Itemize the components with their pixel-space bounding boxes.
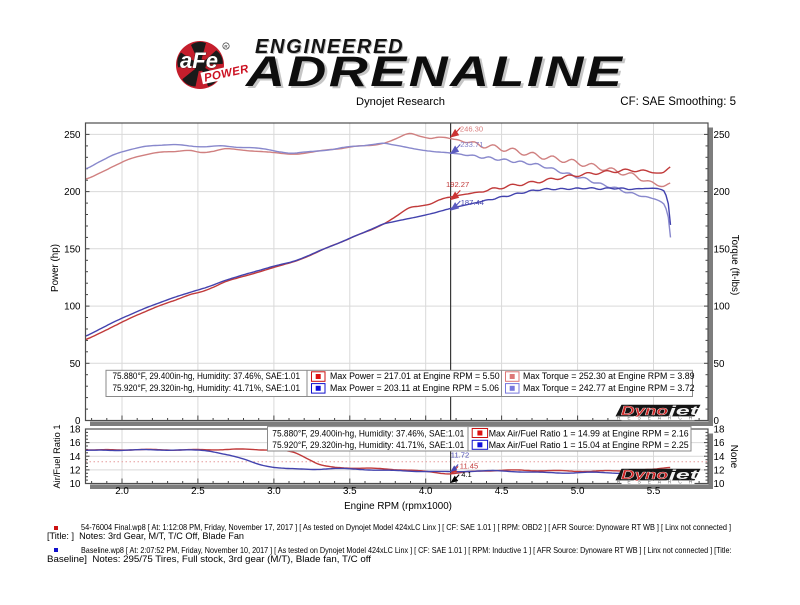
svg-text:aFe: aFe	[180, 48, 218, 73]
svg-text:12: 12	[714, 465, 725, 476]
svg-text:75.920°F, 29.320in-hg, Humidit: 75.920°F, 29.320in-hg, Humidity: 41.71%,…	[113, 383, 301, 393]
svg-text:4.0: 4.0	[419, 486, 433, 497]
svg-text:4.5: 4.5	[495, 486, 509, 497]
svg-text:R: R	[224, 44, 228, 49]
svg-text:18: 18	[714, 425, 725, 436]
svg-text:RESEARCH: RESEARCH	[617, 416, 699, 422]
svg-text:187.44: 187.44	[461, 198, 484, 207]
svg-text:50: 50	[70, 359, 81, 370]
svg-text:16: 16	[70, 438, 81, 449]
svg-text:3.0: 3.0	[267, 486, 281, 497]
svg-text:2.5: 2.5	[191, 486, 205, 497]
svg-text:3.5: 3.5	[343, 486, 357, 497]
svg-text:5.0: 5.0	[571, 486, 585, 497]
svg-text:12: 12	[70, 465, 81, 476]
svg-text:Max Air/Fuel Ratio 1 = 15.04 a: Max Air/Fuel Ratio 1 = 15.04 at Engine R…	[489, 440, 689, 450]
svg-text:16: 16	[714, 438, 725, 449]
svg-text:0: 0	[714, 416, 720, 427]
svg-text:233.71: 233.71	[460, 140, 483, 149]
svg-text:75.920°F, 29.320in-hg, Humidit: 75.920°F, 29.320in-hg, Humidity: 41.71%,…	[272, 440, 464, 450]
svg-text:100: 100	[64, 302, 81, 313]
svg-text:0: 0	[75, 416, 81, 427]
svg-text:Max Torque = 242.77 at Engine: Max Torque = 242.77 at Engine RPM = 3.72	[523, 383, 695, 393]
svg-text:Max Torque = 252.30 at Engine: Max Torque = 252.30 at Engine RPM = 3.89	[523, 371, 695, 381]
svg-text:250: 250	[714, 130, 731, 141]
svg-text:150: 150	[714, 244, 731, 255]
svg-text:Max Power = 217.01 at Engine R: Max Power = 217.01 at Engine RPM = 5.50	[330, 371, 500, 381]
svg-text:75.880°F, 29.400in-hg, Humidit: 75.880°F, 29.400in-hg, Humidity: 37.46%,…	[113, 371, 301, 381]
svg-text:246.30: 246.30	[460, 125, 483, 134]
svg-text:5.5: 5.5	[647, 486, 661, 497]
svg-text:100: 100	[714, 302, 731, 313]
svg-text:18: 18	[70, 425, 81, 436]
svg-text:11.72: 11.72	[451, 451, 469, 460]
svg-text:2.0: 2.0	[115, 486, 129, 497]
svg-text:Air/Fuel Ratio 1: Air/Fuel Ratio 1	[52, 424, 62, 488]
svg-text:192.27: 192.27	[446, 180, 469, 189]
svg-text:Engine RPM (rpmx1000): Engine RPM (rpmx1000)	[344, 501, 452, 512]
svg-text:11.45: 11.45	[460, 461, 478, 470]
svg-text:Dyno: Dyno	[621, 403, 668, 418]
svg-text:250: 250	[64, 130, 81, 141]
svg-text:14: 14	[70, 452, 81, 463]
svg-text:200: 200	[64, 187, 81, 198]
svg-text:75.880°F, 29.400in-hg, Humidit: 75.880°F, 29.400in-hg, Humidity: 37.46%,…	[272, 428, 464, 438]
svg-text:jet: jet	[665, 403, 699, 418]
svg-text:14: 14	[714, 452, 725, 463]
svg-text:50: 50	[714, 359, 725, 370]
svg-text:10: 10	[714, 479, 725, 490]
svg-text:150: 150	[64, 244, 81, 255]
svg-text:Torque (ft-lbs): Torque (ft-lbs)	[729, 235, 740, 295]
svg-text:200: 200	[714, 187, 731, 198]
svg-text:4.1: 4.1	[461, 470, 472, 479]
svg-text:Max Air/Fuel Ratio 1 = 14.99 a: Max Air/Fuel Ratio 1 = 14.99 at Engine R…	[489, 428, 689, 438]
svg-text:10: 10	[70, 479, 81, 490]
svg-text:None: None	[728, 445, 739, 469]
svg-text:Power (hp): Power (hp)	[50, 244, 61, 292]
svg-text:Max Power = 203.11 at Engine R: Max Power = 203.11 at Engine RPM = 5.06	[330, 383, 499, 393]
